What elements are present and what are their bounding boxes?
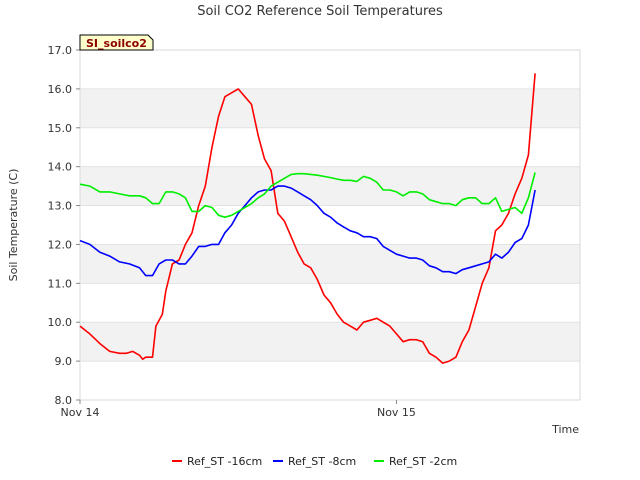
grid-band <box>80 322 580 362</box>
x-axis: Nov 14 Nov 15 <box>61 400 416 419</box>
y-tick-label: 9.0 <box>55 355 73 368</box>
plot-bands <box>80 50 580 401</box>
grid-band <box>80 205 580 245</box>
grid-band <box>80 50 580 89</box>
x-axis-label: Time <box>551 423 579 436</box>
series-line-3 <box>79 172 536 218</box>
grid-band <box>80 88 580 128</box>
y-tick-label: 16.0 <box>48 83 73 96</box>
legend-item: Ref_ST -2cm <box>374 455 457 468</box>
legend-label: Ref_ST -8cm <box>288 455 356 468</box>
grid-band <box>80 244 580 284</box>
series-lines <box>79 73 536 364</box>
x-tick-label: Nov 15 <box>377 406 416 419</box>
x-tick-label: Nov 14 <box>61 406 100 419</box>
y-tick-label: 13.0 <box>48 200 73 213</box>
chart-tag-box <box>79 34 154 51</box>
grid-band <box>80 166 580 206</box>
y-tick-label: 10.0 <box>48 316 73 329</box>
series-line-1 <box>79 73 536 364</box>
y-axis-label: Soil Temperature (C) <box>7 169 20 282</box>
series-line-2 <box>79 185 536 277</box>
legend-item: Ref_ST -16cm <box>172 455 262 468</box>
legend-item: Ref_ST -8cm <box>273 455 356 468</box>
y-tick-label: 8.0 <box>55 394 73 407</box>
chart-tag-label: SI_soilco2 <box>86 37 147 50</box>
chart-title: Soil CO2 Reference Soil Temperatures <box>197 4 443 19</box>
chart-tag: SI_soilco2 <box>79 34 154 51</box>
y-tick-label: 17.0 <box>48 44 73 57</box>
legend-label: Ref_ST -16cm <box>187 455 262 468</box>
y-tick-label: 12.0 <box>48 238 73 251</box>
y-tick-label: 14.0 <box>48 161 73 174</box>
legend-label: Ref_ST -2cm <box>389 455 457 468</box>
grid-band <box>80 361 580 400</box>
plot-area <box>79 49 581 401</box>
legend: Ref_ST -16cm Ref_ST -8cm Ref_ST -2cm <box>172 455 457 468</box>
grid-band <box>80 127 580 167</box>
y-tick-label: 15.0 <box>48 122 73 135</box>
y-axis: 8.0 9.0 10.0 11.0 12.0 13.0 14.0 15.0 16.0 17.0 <box>48 44 80 407</box>
y-tick-label: 11.0 <box>48 277 73 290</box>
